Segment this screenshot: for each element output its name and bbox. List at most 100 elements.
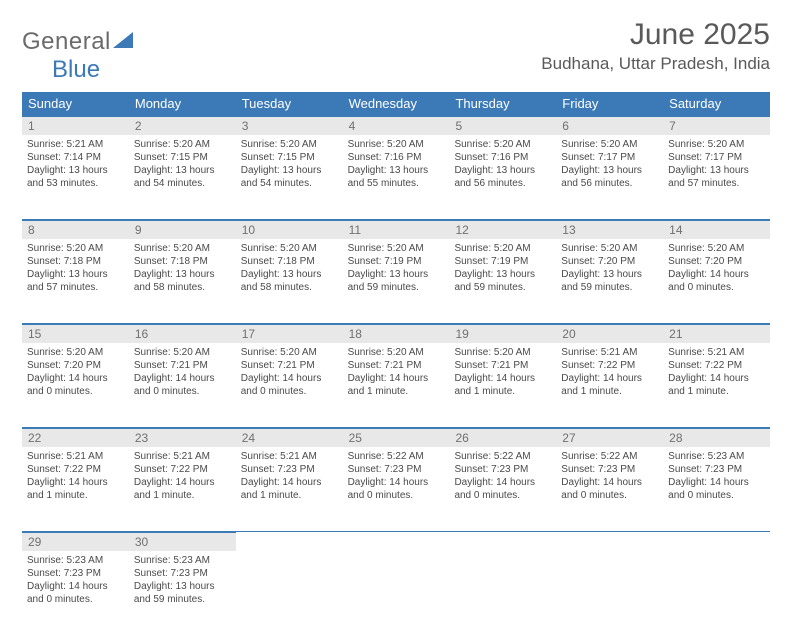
sunset-text: Sunset: 7:21 PM <box>454 359 551 372</box>
day-cell: Sunrise: 5:21 AMSunset: 7:22 PMDaylight:… <box>556 343 663 427</box>
day-number: 29 <box>22 532 129 551</box>
daylight-text-1: Daylight: 14 hours <box>27 372 124 385</box>
empty-daynum <box>449 532 556 551</box>
sunset-text: Sunset: 7:23 PM <box>668 463 765 476</box>
day-number: 16 <box>129 324 236 343</box>
daylight-text-2: and 1 minute. <box>134 489 231 502</box>
daylight-text-2: and 54 minutes. <box>134 177 231 190</box>
sunrise-text: Sunrise: 5:20 AM <box>668 138 765 151</box>
sunrise-text: Sunrise: 5:20 AM <box>348 242 445 255</box>
day-number: 5 <box>449 116 556 135</box>
sunrise-text: Sunrise: 5:20 AM <box>348 346 445 359</box>
daylight-text-1: Daylight: 13 hours <box>27 164 124 177</box>
daylight-text-1: Daylight: 13 hours <box>241 164 338 177</box>
empty-cell <box>663 551 770 635</box>
daynum-row: 22232425262728 <box>22 427 770 447</box>
sunrise-text: Sunrise: 5:23 AM <box>668 450 765 463</box>
daylight-text-1: Daylight: 14 hours <box>27 580 124 593</box>
sunset-text: Sunset: 7:17 PM <box>561 151 658 164</box>
sunrise-text: Sunrise: 5:22 AM <box>454 450 551 463</box>
day-number: 7 <box>663 116 770 135</box>
day-cell: Sunrise: 5:21 AMSunset: 7:22 PMDaylight:… <box>22 447 129 531</box>
sunrise-text: Sunrise: 5:21 AM <box>561 346 658 359</box>
daynum-row: 1234567 <box>22 115 770 135</box>
sunrise-text: Sunrise: 5:20 AM <box>454 138 551 151</box>
daylight-text-1: Daylight: 14 hours <box>27 476 124 489</box>
empty-daynum <box>556 532 663 551</box>
day-number: 15 <box>22 324 129 343</box>
empty-cell <box>449 551 556 635</box>
sunset-text: Sunset: 7:20 PM <box>27 359 124 372</box>
day-cell: Sunrise: 5:20 AMSunset: 7:20 PMDaylight:… <box>556 239 663 323</box>
daylight-text-1: Daylight: 13 hours <box>27 268 124 281</box>
daylight-text-1: Daylight: 14 hours <box>348 372 445 385</box>
day-number: 3 <box>236 116 343 135</box>
daylight-text-1: Daylight: 14 hours <box>668 268 765 281</box>
sunrise-text: Sunrise: 5:22 AM <box>348 450 445 463</box>
daylight-text-2: and 0 minutes. <box>27 593 124 606</box>
sunset-text: Sunset: 7:23 PM <box>348 463 445 476</box>
empty-daynum <box>236 532 343 551</box>
daylight-text-2: and 1 minute. <box>454 385 551 398</box>
day-number: 9 <box>129 220 236 239</box>
sunset-text: Sunset: 7:20 PM <box>561 255 658 268</box>
day-number: 1 <box>22 116 129 135</box>
sunrise-text: Sunrise: 5:20 AM <box>241 138 338 151</box>
day-cell: Sunrise: 5:20 AMSunset: 7:21 PMDaylight:… <box>129 343 236 427</box>
day-cell: Sunrise: 5:21 AMSunset: 7:14 PMDaylight:… <box>22 135 129 219</box>
sunset-text: Sunset: 7:19 PM <box>454 255 551 268</box>
daylight-text-2: and 0 minutes. <box>668 489 765 502</box>
daylight-text-1: Daylight: 14 hours <box>561 476 658 489</box>
sunrise-text: Sunrise: 5:21 AM <box>241 450 338 463</box>
sunrise-text: Sunrise: 5:20 AM <box>134 346 231 359</box>
daylight-text-2: and 55 minutes. <box>348 177 445 190</box>
day-cell: Sunrise: 5:21 AMSunset: 7:22 PMDaylight:… <box>663 343 770 427</box>
day-cell: Sunrise: 5:23 AMSunset: 7:23 PMDaylight:… <box>129 551 236 635</box>
day-number: 23 <box>129 428 236 447</box>
sunset-text: Sunset: 7:16 PM <box>454 151 551 164</box>
sunset-text: Sunset: 7:20 PM <box>668 255 765 268</box>
daynum-row: 2930 <box>22 531 770 551</box>
daylight-text-2: and 59 minutes. <box>454 281 551 294</box>
day-cell: Sunrise: 5:21 AMSunset: 7:22 PMDaylight:… <box>129 447 236 531</box>
day-number: 30 <box>129 532 236 551</box>
daylight-text-2: and 1 minute. <box>348 385 445 398</box>
daylight-text-2: and 1 minute. <box>668 385 765 398</box>
sunrise-text: Sunrise: 5:23 AM <box>27 554 124 567</box>
day-cell: Sunrise: 5:20 AMSunset: 7:17 PMDaylight:… <box>556 135 663 219</box>
sunrise-text: Sunrise: 5:20 AM <box>348 138 445 151</box>
day-cell: Sunrise: 5:21 AMSunset: 7:23 PMDaylight:… <box>236 447 343 531</box>
daylight-text-1: Daylight: 13 hours <box>454 268 551 281</box>
daylight-text-2: and 0 minutes. <box>454 489 551 502</box>
day-number: 14 <box>663 220 770 239</box>
day-number: 13 <box>556 220 663 239</box>
logo-triangle-icon <box>113 32 133 53</box>
day-number: 26 <box>449 428 556 447</box>
day-cell: Sunrise: 5:20 AMSunset: 7:17 PMDaylight:… <box>663 135 770 219</box>
logo-text-general: General <box>22 28 111 56</box>
sunrise-text: Sunrise: 5:23 AM <box>134 554 231 567</box>
empty-cell <box>236 551 343 635</box>
sunrise-text: Sunrise: 5:20 AM <box>27 242 124 255</box>
week-row: Sunrise: 5:21 AMSunset: 7:14 PMDaylight:… <box>22 135 770 219</box>
day-number: 22 <box>22 428 129 447</box>
sunset-text: Sunset: 7:18 PM <box>27 255 124 268</box>
day-cell: Sunrise: 5:22 AMSunset: 7:23 PMDaylight:… <box>556 447 663 531</box>
day-number: 28 <box>663 428 770 447</box>
day-number: 19 <box>449 324 556 343</box>
daylight-text-2: and 0 minutes. <box>561 489 658 502</box>
sunrise-text: Sunrise: 5:20 AM <box>454 346 551 359</box>
daylight-text-2: and 54 minutes. <box>241 177 338 190</box>
sunrise-text: Sunrise: 5:22 AM <box>561 450 658 463</box>
daylight-text-2: and 1 minute. <box>241 489 338 502</box>
weekday-header: Tuesday <box>236 92 343 115</box>
sunset-text: Sunset: 7:22 PM <box>561 359 658 372</box>
sunrise-text: Sunrise: 5:21 AM <box>134 450 231 463</box>
sunset-text: Sunset: 7:18 PM <box>134 255 231 268</box>
daylight-text-2: and 0 minutes. <box>134 385 231 398</box>
day-cell: Sunrise: 5:20 AMSunset: 7:19 PMDaylight:… <box>343 239 450 323</box>
daylight-text-1: Daylight: 13 hours <box>134 164 231 177</box>
daylight-text-2: and 59 minutes. <box>134 593 231 606</box>
daylight-text-2: and 0 minutes. <box>348 489 445 502</box>
sunset-text: Sunset: 7:22 PM <box>668 359 765 372</box>
